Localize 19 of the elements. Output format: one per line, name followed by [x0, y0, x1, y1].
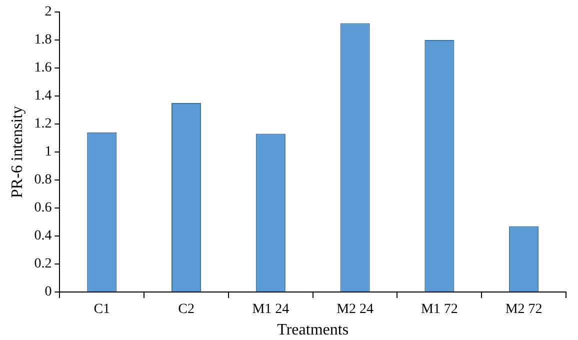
y-tick-label: 0.4 — [34, 228, 52, 244]
y-axis-title: PR-6 intensity — [8, 106, 26, 198]
y-tick-label: 1 — [44, 144, 52, 160]
y-tick-label: 0.8 — [34, 172, 52, 188]
x-axis-title: Treatments — [277, 322, 349, 339]
y-tick-label: 1.2 — [34, 116, 52, 132]
y-tick-label: 0.2 — [34, 256, 52, 272]
x-tick-label: M1 24 — [252, 302, 290, 318]
x-tick-label: C1 — [94, 302, 110, 318]
x-tick-label: M2 72 — [505, 302, 542, 318]
y-tick-label: 0 — [44, 284, 52, 300]
y-tick-label: 1.8 — [34, 32, 52, 48]
y-tick-label: 1.6 — [34, 60, 52, 76]
y-tick-label: 1.4 — [34, 88, 52, 104]
x-tick-label: M1 72 — [420, 302, 458, 318]
y-tick-label: 2 — [44, 4, 52, 20]
y-tick-label: 0.6 — [34, 200, 52, 216]
x-tick-label: M2 24 — [336, 302, 374, 318]
x-tick-label: C2 — [178, 302, 194, 318]
